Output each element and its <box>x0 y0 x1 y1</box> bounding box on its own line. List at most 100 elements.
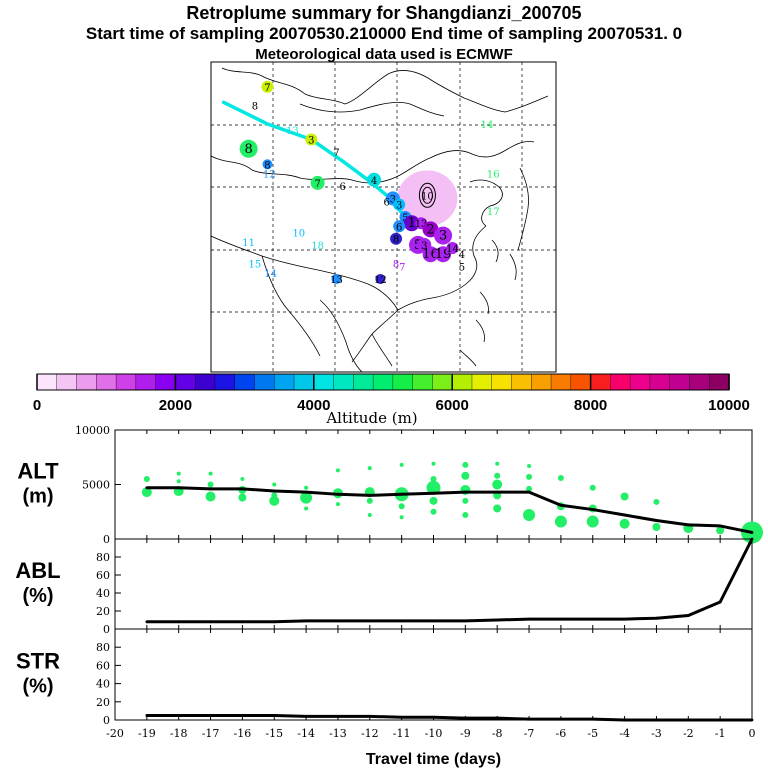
colorbar-cell-15 <box>333 373 355 391</box>
altitude-scatter-point-56 <box>652 523 661 532</box>
colorbar-cell-30 <box>629 373 651 391</box>
cluster-label-0: 7 <box>264 83 270 94</box>
colorbar-cell-3 <box>96 373 117 391</box>
colorbar-cell-31 <box>649 373 671 391</box>
altitude-scatter-point-28 <box>431 461 436 466</box>
cluster-label-6: 8 <box>264 160 270 171</box>
xtick-label-12: -8 <box>492 727 503 740</box>
altitude-scatter-point-33 <box>462 461 469 468</box>
retroplume-map: 7813387812764141617103635161323853161914… <box>210 61 557 373</box>
altitude-scatter-point-42 <box>493 504 502 513</box>
altitude-scatter-point-20 <box>367 466 372 471</box>
xtick-label-9: -11 <box>393 727 411 740</box>
altitude-scatter-point-46 <box>523 509 536 522</box>
cluster-label-32: 8 <box>393 260 399 271</box>
xtick-label-4: -16 <box>234 727 252 740</box>
series-point-str-5 <box>304 714 308 718</box>
altitude-scatter-point-52 <box>586 515 599 528</box>
series-point-str-18 <box>718 718 722 722</box>
colorbar-cell-7 <box>175 373 196 391</box>
colorbar-cell-13 <box>293 373 315 391</box>
ytick-alt-0: 10000 <box>75 424 110 437</box>
colorbar-cell-4 <box>115 373 137 391</box>
cluster-label-16: 6 <box>383 198 389 209</box>
series-point-alt-0 <box>145 486 149 490</box>
colorbar-cell-24 <box>511 373 532 391</box>
cluster-label-7: 12 <box>263 170 276 181</box>
altitude-scatter-point-34 <box>461 471 470 480</box>
series-line-str <box>146 713 752 722</box>
cluster-dot-3 <box>305 133 318 146</box>
ytick-abl-1: 60 <box>96 569 110 582</box>
series-point-str-9 <box>432 715 435 719</box>
plume-contour-1 <box>421 186 433 204</box>
cluster-label-33: 7 <box>399 263 405 274</box>
series-point-abl-4 <box>272 620 276 624</box>
series-point-str-3 <box>241 714 244 717</box>
altitude-scatter-point-39 <box>494 472 501 479</box>
series-point-alt-13 <box>559 503 563 507</box>
colorbar-cell-11 <box>254 373 275 391</box>
cluster-label-11: 14 <box>481 120 494 131</box>
xtick-label-14: -6 <box>556 727 567 740</box>
ytick-alt-1: 5000 <box>82 479 110 492</box>
colorbar-cell-8 <box>194 373 216 391</box>
altitude-scatter-point-58 <box>716 526 725 535</box>
colorbar-cell-28 <box>590 373 612 391</box>
xtick-label-17: -3 <box>651 727 662 740</box>
xtick-label-20: 0 <box>749 727 756 740</box>
altitude-scatter-point-45 <box>526 485 533 492</box>
colorbar-tick-3: 6000 <box>436 397 469 414</box>
coastlines-borders <box>211 67 549 372</box>
series-point-abl-16 <box>655 616 658 620</box>
altitude-scatter-point-5 <box>208 471 213 476</box>
altitude-colorbar: 0 2000 4000 6000 8000 10000 Altitude (m) <box>33 373 750 427</box>
series-point-str-16 <box>655 718 658 722</box>
plume-footprint <box>397 170 458 227</box>
cluster-label-13: 17 <box>487 207 500 218</box>
series-point-abl-5 <box>304 619 308 623</box>
altitude-scatter-point-47 <box>557 474 564 481</box>
series-point-alt-4 <box>272 489 276 493</box>
xtick-label-6: -14 <box>297 727 315 740</box>
series-point-alt-1 <box>177 486 181 490</box>
xtick-label-8: -12 <box>361 727 379 740</box>
colorbar-cell-25 <box>531 373 552 391</box>
cluster-label-36: 18 <box>311 241 324 252</box>
colorbar-cell-1 <box>56 373 78 391</box>
altitude-scatter-point-15 <box>300 491 313 504</box>
panel-frame-abl <box>114 538 753 630</box>
series-point-abl-9 <box>432 619 435 623</box>
colorbar-cell-18 <box>392 373 414 391</box>
altitude-scatter-point-11 <box>272 482 277 487</box>
chart-title: Retroplume summary for Shangdianzi_20070… <box>186 3 582 23</box>
xtick-label-1: -19 <box>138 727 156 740</box>
series-point-abl-10 <box>463 619 467 623</box>
cluster-label-10: 4 <box>371 176 377 187</box>
series-point-abl-8 <box>400 619 404 623</box>
panel-frame-str <box>114 628 753 721</box>
colorbar-cell-6 <box>155 373 177 391</box>
panel-ylabel-str: STR <box>16 649 60 674</box>
altitude-scatter-point-22 <box>366 497 373 504</box>
ytick-abl-3: 20 <box>96 605 110 618</box>
map-content: 7813387812764141617103635161323853161914… <box>211 62 556 372</box>
xtick-label-16: -4 <box>619 727 630 740</box>
series-point-abl-0 <box>145 620 149 624</box>
series-point-abl-2 <box>209 620 212 624</box>
series-point-abl-11 <box>495 618 499 622</box>
altitude-scatter-point-23 <box>367 513 372 518</box>
cluster-dot-29 <box>446 242 459 254</box>
cluster-label-5: 7 <box>333 148 339 159</box>
cluster-dot-23 <box>434 226 453 245</box>
ytick-str-2: 40 <box>96 678 110 691</box>
plume-contours <box>418 182 436 208</box>
xtick-label-11: -9 <box>460 727 471 740</box>
xtick-label-5: -15 <box>265 727 283 740</box>
ytick-str-0: 80 <box>96 641 110 654</box>
series-point-alt-14 <box>591 508 595 511</box>
cluster-dot-8 <box>310 175 325 190</box>
altitude-scatter-point-44 <box>526 473 533 480</box>
